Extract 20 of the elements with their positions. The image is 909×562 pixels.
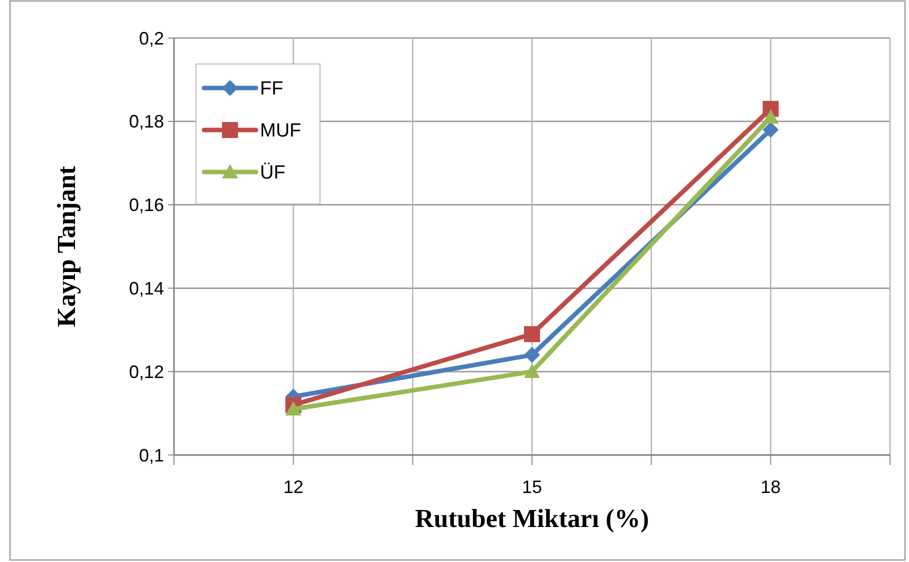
y-tick-label: 0,2 — [138, 28, 164, 48]
x-tick-label: 12 — [283, 477, 304, 497]
y-axis-title: Kayıp Tanjant — [52, 166, 81, 328]
y-tick-label: 0,12 — [128, 362, 164, 382]
point — [285, 401, 302, 416]
x-axis-title: Rutubet Miktarı (%) — [415, 504, 649, 533]
x-tick-label: 18 — [760, 477, 781, 497]
point — [762, 122, 779, 138]
point — [524, 346, 540, 363]
y-tick-label: 0,18 — [128, 112, 164, 132]
point — [762, 109, 779, 124]
y-tick-label: 0,1 — [138, 445, 164, 466]
y-tick-label: 0,14 — [128, 278, 164, 298]
x-tick-label: 15 — [522, 477, 542, 497]
legend-label: ÜF — [260, 162, 286, 184]
point — [524, 326, 540, 342]
legend-label: MUF — [260, 120, 302, 142]
legend-label: FF — [260, 78, 284, 100]
point — [524, 364, 540, 378]
y-tick-label: 0,16 — [128, 195, 164, 216]
